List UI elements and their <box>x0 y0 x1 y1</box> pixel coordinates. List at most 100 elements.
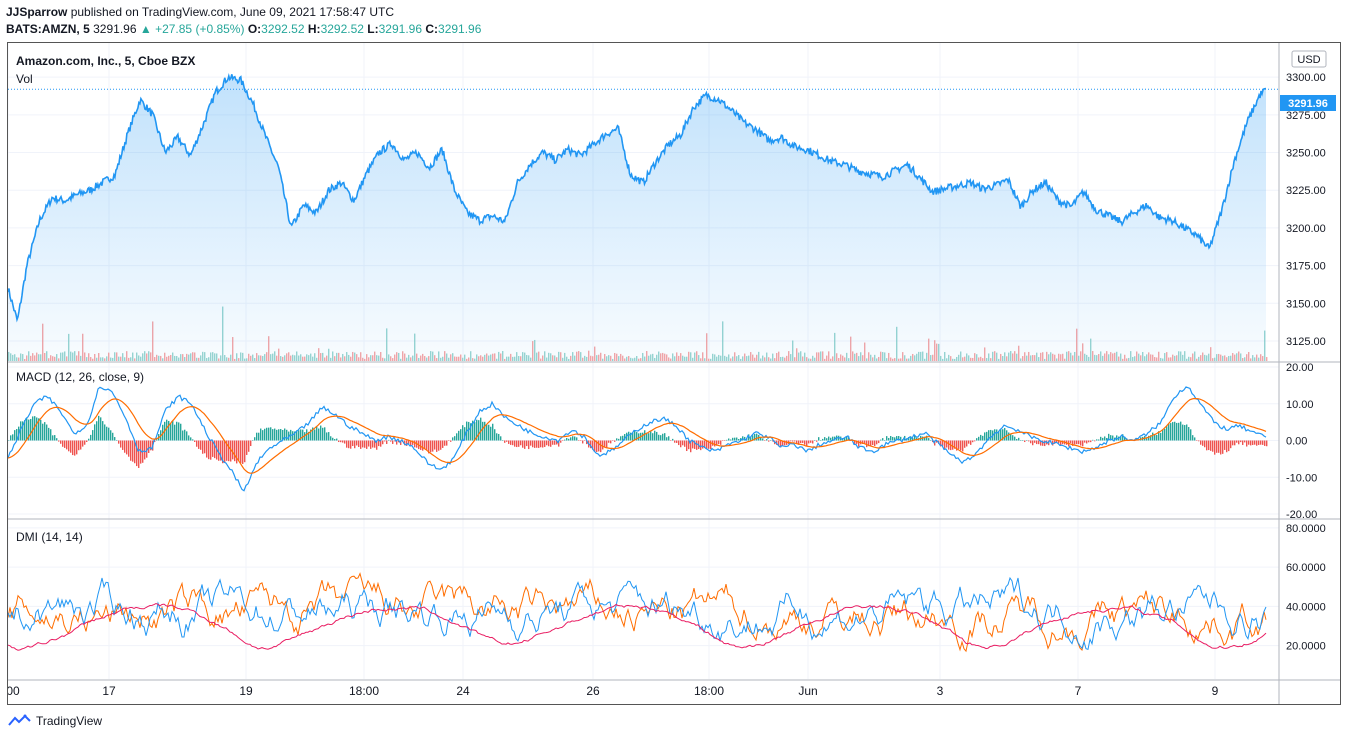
macd-histogram-bar <box>454 436 456 441</box>
macd-histogram-bar <box>674 440 676 443</box>
currency-label: USD <box>1297 54 1320 66</box>
macd-histogram-bar <box>680 440 682 448</box>
price-tick-label: 3225.00 <box>1286 185 1326 197</box>
price-axis[interactable]: 3125.00 3150.00 3175.00 3200.00 3225.00 3250.… <box>1286 72 1326 652</box>
chart-container[interactable]: 3125.00 3150.00 3175.00 3200.00 3225.00 3250.… <box>0 42 1341 705</box>
macd-histogram-bar <box>1218 440 1220 453</box>
macd-histogram-bar <box>244 440 246 463</box>
macd-histogram-bar <box>614 440 616 442</box>
macd-histogram-bar <box>1000 429 1002 441</box>
macd-histogram-bar <box>682 440 684 446</box>
macd-histogram-bar <box>1014 436 1016 441</box>
macd-histogram-bar <box>790 440 792 442</box>
macd-histogram-bar <box>108 427 110 441</box>
macd-histogram-bar <box>342 440 344 443</box>
macd-histogram-bar <box>684 440 686 447</box>
macd-histogram-bar <box>220 440 222 461</box>
macd-histogram-bar <box>1168 423 1170 441</box>
macd-histogram-bar <box>1150 435 1152 441</box>
high-label: H: <box>307 22 321 36</box>
macd-histogram-bar <box>358 440 360 447</box>
macd-histogram-bar <box>816 440 818 442</box>
macd-histogram-bar <box>772 440 774 442</box>
time-axis[interactable]: 8:00 17 19 18:00 24 26 18:00 Jun 3 7 9 <box>0 684 1219 698</box>
macd-histogram-bar <box>98 415 100 441</box>
macd-histogram-bar <box>794 440 796 442</box>
macd-histogram-bar <box>1094 440 1096 442</box>
macd-histogram-bar <box>296 430 298 441</box>
macd-histogram-bar <box>410 440 412 446</box>
price-tick-label: 3300.00 <box>1286 72 1326 84</box>
macd-histogram-bar <box>580 440 582 441</box>
time-tick-label: 17 <box>102 684 116 698</box>
publish-line: JJSparrow published on TradingView.com, … <box>6 5 394 19</box>
macd-histogram-bar <box>1202 440 1204 446</box>
macd-histogram-bar <box>966 440 968 447</box>
macd-histogram-bar <box>320 425 322 441</box>
macd-histogram-bar <box>766 439 768 441</box>
macd-histogram-bar <box>1160 432 1162 441</box>
macd-histogram-bar <box>960 440 962 451</box>
macd-histogram-bar <box>1040 440 1042 446</box>
macd-histogram-bar <box>1082 440 1084 447</box>
macd-histogram-bar <box>822 438 824 441</box>
macd-histogram-bar <box>968 440 970 444</box>
macd-histogram-bar <box>670 440 672 441</box>
macd-histogram-bar <box>876 440 878 445</box>
macd-histogram-bar <box>386 440 388 444</box>
macd-histogram-bar <box>598 440 600 452</box>
macd-histogram-bar <box>292 431 294 441</box>
macd-histogram-bar <box>524 440 526 449</box>
macd-histogram-bar <box>340 440 342 443</box>
macd-histogram-bar <box>300 429 302 441</box>
macd-histogram-bar <box>424 440 426 450</box>
macd-histogram-bar <box>62 440 64 447</box>
macd-histogram-bar <box>692 440 694 449</box>
macd-histogram-bar <box>554 440 556 445</box>
macd-histogram-bar <box>130 440 132 461</box>
macd-histogram-bar <box>276 429 278 441</box>
macd-histogram-bar <box>352 440 354 447</box>
macd-histogram-bar <box>892 436 894 441</box>
macd-histogram-bar <box>256 432 258 441</box>
macd-histogram-bar <box>1092 439 1094 441</box>
currency-badge[interactable]: USD <box>1291 50 1327 68</box>
macd-histogram-bar <box>946 440 948 448</box>
publisher-name[interactable]: JJSparrow <box>6 5 68 19</box>
macd-histogram-bar <box>634 430 636 441</box>
macd-histogram-bar <box>1032 440 1034 446</box>
macd-histogram-bar <box>22 421 24 441</box>
macd-histogram-bar <box>396 440 398 445</box>
macd-histogram-bar <box>940 440 942 447</box>
macd-histogram-bar <box>326 432 328 441</box>
chart-canvas[interactable]: 3125.00 3150.00 3175.00 3200.00 3225.00 3250.… <box>0 43 1340 704</box>
macd-histogram-bar <box>354 440 356 449</box>
macd-histogram-bar <box>174 424 176 441</box>
macd-histogram-bar <box>672 438 674 441</box>
macd-histogram-bar <box>124 440 126 453</box>
macd-histogram-bar <box>870 440 872 446</box>
time-tick-label: 26 <box>586 684 600 698</box>
macd-histogram-bar <box>500 436 502 441</box>
macd-histogram-bar <box>802 440 804 443</box>
macd-histogram-bar <box>944 440 946 449</box>
macd-histogram-bar <box>384 440 386 442</box>
macd-histogram-bar <box>1182 424 1184 441</box>
macd-histogram-bar <box>656 431 658 441</box>
macd-histogram-bar <box>346 440 348 448</box>
macd-histogram-bar <box>604 440 606 448</box>
macd-histogram-bar <box>1080 440 1082 446</box>
macd-histogram-bar <box>936 440 938 443</box>
macd-histogram-bar <box>178 422 180 441</box>
macd-histogram-bar <box>514 440 516 447</box>
footer-brand[interactable]: TradingView <box>8 714 102 728</box>
macd-histogram-bar <box>862 440 864 444</box>
pane-title-dmi: DMI (14, 14) <box>16 530 83 544</box>
macd-histogram-bar <box>286 429 288 441</box>
macd-histogram-bar <box>380 440 382 447</box>
macd-histogram-bar <box>316 426 318 441</box>
macd-histogram-bar <box>118 440 120 444</box>
macd-histogram-bar <box>1110 435 1112 441</box>
macd-histogram-bar <box>94 424 96 441</box>
macd-histogram-bar <box>1226 440 1228 453</box>
